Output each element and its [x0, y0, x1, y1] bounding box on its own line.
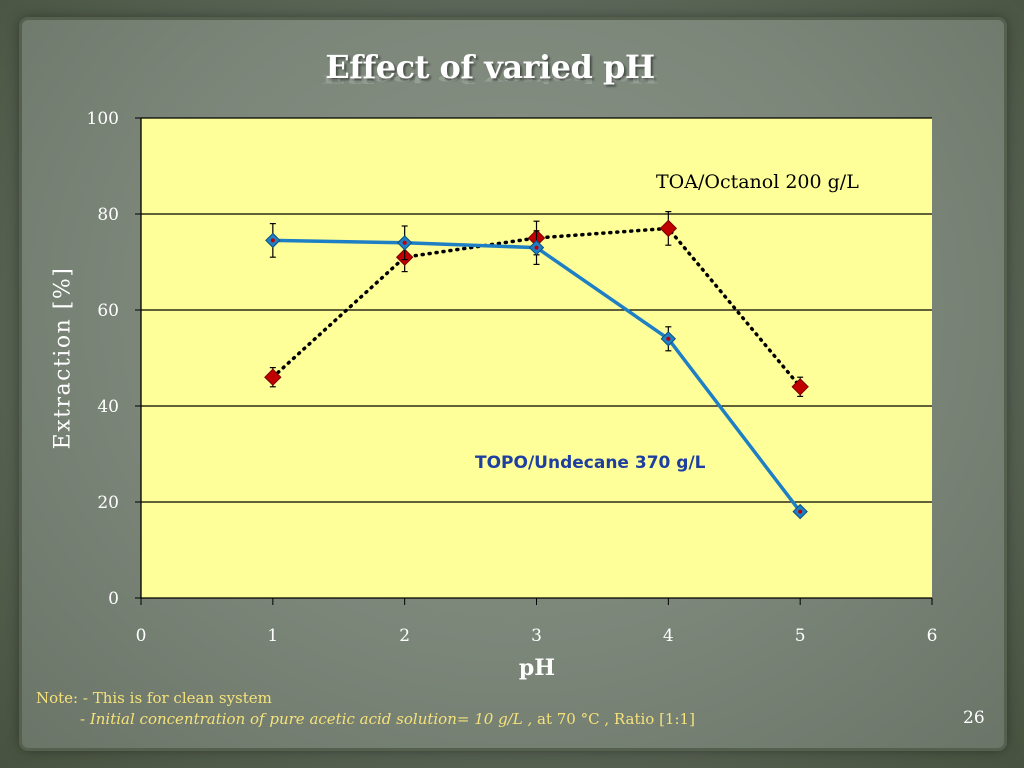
x-tick-label: 5 [795, 626, 806, 646]
footnote: Note: - This is for clean system - Initi… [36, 689, 936, 728]
y-tick-label: 60 [97, 301, 119, 321]
y-tick-label: 80 [97, 205, 119, 225]
x-axis-label: pH [518, 655, 556, 681]
annotation-toa-octanol: TOA/Octanol 200 g/L [656, 171, 859, 193]
data-point-center-topo-undecane [534, 245, 539, 250]
x-tick-label: 0 [136, 626, 147, 646]
data-point-toa-octanol [264, 368, 282, 386]
footnote-line-2-rest: at 70 °C , Ratio [1:1] [532, 710, 695, 728]
y-tick-label: 20 [97, 493, 119, 513]
series [264, 211, 809, 520]
x-tick-label: 1 [267, 626, 278, 646]
page-number: 26 [963, 708, 985, 728]
annotation-topo-undecane: TOPO/Undecane 370 g/L [475, 453, 706, 473]
data-point-center-topo-undecane [402, 240, 407, 245]
data-point-center-topo-undecane [666, 336, 671, 341]
y-tick-label: 40 [97, 397, 119, 417]
y-axis-label: Extraction [%] [50, 266, 76, 450]
data-point-center-topo-undecane [270, 238, 275, 243]
x-tick-label: 2 [399, 626, 410, 646]
gridlines [141, 117, 932, 503]
x-tick-label: 6 [927, 626, 938, 646]
footnote-line-2-italic: Initial concentration of pure acetic aci… [89, 710, 533, 728]
axes: 0 20 40 60 80 100 0 1 2 3 4 5 6 [87, 109, 938, 646]
series-line-toa-octanol [271, 226, 802, 389]
y-tick-label: 0 [108, 589, 119, 609]
y-tick-label: 100 [87, 109, 119, 129]
x-tick-label: 3 [531, 626, 542, 646]
data-point-center-topo-undecane [798, 509, 803, 514]
footnote-line-1: Note: - This is for clean system [36, 689, 272, 707]
slide-title: Effect of varied pH [325, 48, 655, 86]
x-tick-label: 4 [663, 626, 674, 646]
footnote-line-2: - Initial concentration of pure acetic a… [36, 710, 936, 728]
footnote-line-2-prefix: - [80, 710, 90, 728]
data-point-toa-octanol [659, 219, 678, 238]
data-point-toa-octanol [791, 378, 809, 396]
